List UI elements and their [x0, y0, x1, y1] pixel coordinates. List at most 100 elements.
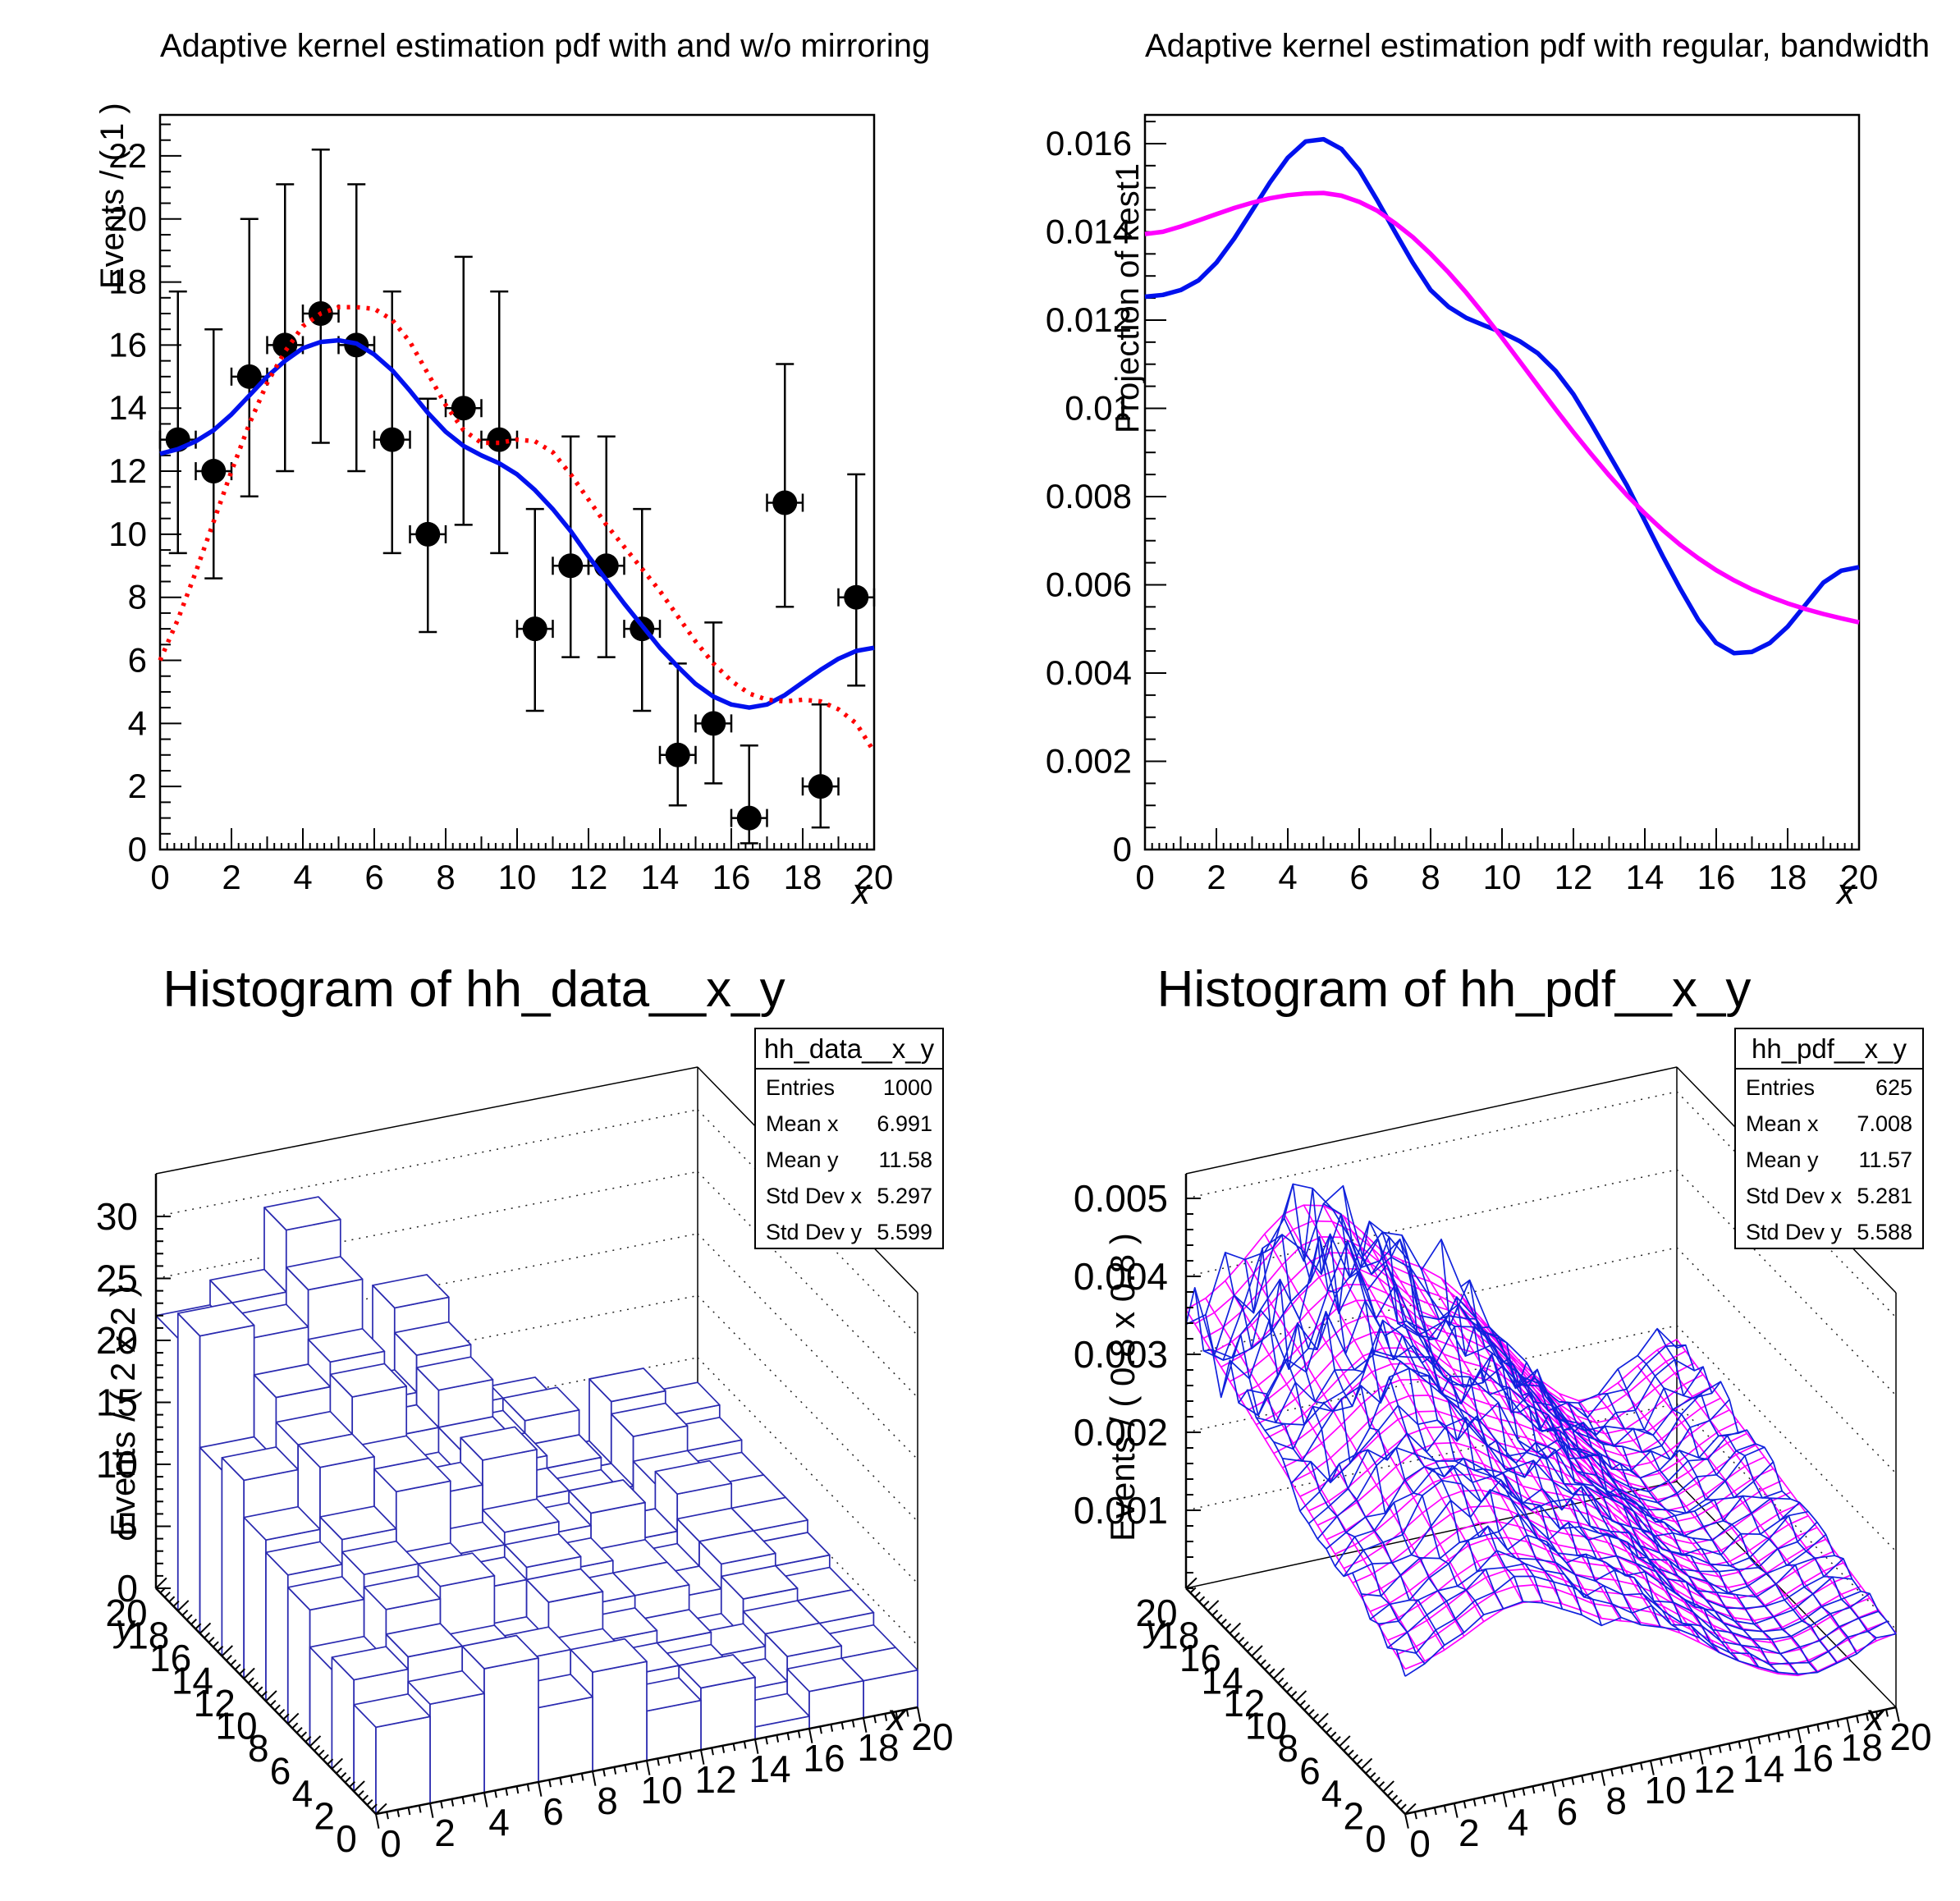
pad3-x-tick	[418, 1805, 422, 1813]
pad3-x-tick-label: 16	[803, 1737, 845, 1780]
lego-bar-top	[461, 1634, 539, 1670]
lego-bar-top	[393, 1321, 472, 1356]
pad3-y-tick	[349, 1781, 355, 1788]
pad3-x-tick	[732, 1743, 736, 1752]
pad3-y-tick	[177, 1600, 190, 1612]
pad2-y-tick-label: 0.006	[1046, 565, 1132, 603]
data-point-marker	[379, 427, 405, 452]
pad3-y-tick-label: 0	[336, 1817, 357, 1860]
lego-bar-top	[265, 1541, 343, 1576]
pad3-x-tick	[386, 1812, 389, 1820]
pad3-x-tick	[873, 1715, 877, 1724]
lego-bar-top	[297, 1433, 375, 1468]
pad4-z-tick-label: 0.004	[1074, 1255, 1168, 1298]
pad3-y-tick	[239, 1668, 245, 1675]
pad3-y-tick	[217, 1646, 224, 1652]
pad4-mesh-blue	[1404, 1601, 1897, 1677]
pad1-y-tick-label: 8	[128, 578, 147, 616]
lego-bar-top	[341, 1540, 419, 1576]
pad4-y-tick-label: 14	[1202, 1660, 1243, 1702]
pad4-z-axis-title: Events / ( 0.8 x 0.8 )	[1103, 1233, 1142, 1541]
lego-bar-face	[375, 1715, 431, 1815]
pad3-y-tick	[375, 1803, 387, 1815]
pad4-x-tick	[1669, 1756, 1673, 1764]
pad4-x-tick	[1826, 1721, 1830, 1730]
pad3-y-tick	[195, 1623, 202, 1630]
pad4-y-tick	[1386, 1790, 1394, 1797]
pad4-y-tick	[1281, 1682, 1289, 1688]
lego-bar-face	[155, 1314, 179, 1612]
lego-bar-top	[176, 1302, 255, 1337]
pad2-x-axis-title: x	[1837, 872, 1855, 912]
lego-bar-top	[482, 1498, 560, 1533]
pad3-x-tick	[678, 1754, 682, 1762]
pad3-x-tick	[559, 1777, 563, 1785]
pad4-y-tick	[1273, 1667, 1285, 1679]
pad4-y-tick	[1294, 1690, 1307, 1702]
pad4-x-tick	[1453, 1803, 1459, 1818]
pad3-x-tick-label: 14	[749, 1748, 790, 1790]
pad4-y-tick	[1242, 1641, 1249, 1648]
stats-value-std-x: 5.297	[877, 1183, 932, 1208]
pad3-wall-grid-line	[155, 1109, 698, 1217]
pad3-wall-grid-line	[697, 1233, 918, 1460]
lego-bar-face	[199, 1446, 223, 1657]
stats-label-mean-y: Mean y	[1746, 1147, 1819, 1172]
pad4-y-tick	[1229, 1622, 1242, 1634]
lego-bar-top	[307, 1327, 386, 1363]
pad4-wall-grid-line	[1676, 1169, 1897, 1396]
pad4-x-tick-label: 0	[1409, 1822, 1431, 1865]
pad3-x-tick	[905, 1709, 909, 1717]
lego-bar-top	[263, 1196, 341, 1231]
pad4-mesh-magenta	[1185, 1308, 1406, 1670]
pad2-x-tick-label: 8	[1421, 858, 1440, 896]
pad3-x-tick-label: 4	[488, 1801, 510, 1844]
pad4-x-tick	[1423, 1809, 1427, 1817]
pad4-mesh-magenta	[1263, 1233, 1485, 1623]
pad2-y-tick-label: 0.014	[1046, 212, 1132, 250]
pad2-x-tick-label: 18	[1769, 858, 1807, 896]
pad4-x-tick	[1718, 1745, 1722, 1753]
pad1-y-tick-label: 20	[108, 199, 147, 238]
pad3-box-edge	[155, 1066, 698, 1175]
pad1-y-tick-label: 12	[108, 451, 147, 490]
pad3-x-tick	[613, 1766, 617, 1775]
data-point-marker	[522, 616, 547, 642]
pad4-mesh-blue	[1460, 1279, 1681, 1631]
pad4-mesh-blue	[1656, 1328, 1877, 1638]
pad4-z-tick-label: 0.001	[1074, 1489, 1168, 1532]
pad3-x-tick	[634, 1762, 639, 1770]
pad3-x-tick	[895, 1711, 899, 1720]
pad4-x-tick	[1512, 1790, 1516, 1798]
pad2-x-tick-label: 10	[1483, 858, 1522, 896]
pad4-mesh-blue	[1369, 1525, 1862, 1633]
pad4-y-axis-title: y	[1143, 1606, 1167, 1649]
pad3-y-tick-label: 12	[194, 1682, 236, 1725]
pad3-wall-grid-line	[697, 1357, 918, 1584]
pad4-x-tick	[1413, 1812, 1417, 1820]
pad3-x-tick-label: 6	[543, 1790, 564, 1833]
pad3-stats-box: hh_data__x_y Entries 1000 Mean x 6.991 Mea…	[754, 1028, 944, 1249]
pad4-wall-grid-line	[1676, 1091, 1897, 1318]
lego-bar-top	[329, 1363, 408, 1398]
pad4-mesh-blue	[1500, 1358, 1720, 1653]
lego-bar-top	[286, 1576, 365, 1611]
stats-label-mean-x: Mean x	[1746, 1111, 1819, 1136]
pad4-mesh-magenta	[1247, 1315, 1739, 1479]
pad3-y-tick	[353, 1780, 365, 1793]
pad3-x-tick-label: 12	[694, 1758, 736, 1801]
pad4-y-tick	[1277, 1677, 1285, 1684]
pad4-y-tick	[1382, 1780, 1394, 1793]
lego-bar-top	[503, 1533, 582, 1569]
pad1-x-tick-label: 12	[570, 858, 608, 896]
pad4-x-tick	[1895, 1706, 1900, 1722]
pad4-mesh-magenta	[1303, 1204, 1524, 1603]
pad3-x-tick-label: 10	[640, 1769, 682, 1812]
pad4-mesh-blue	[1256, 1344, 1747, 1493]
pad4-box-edge	[1185, 1066, 1678, 1175]
pad3-y-tick	[278, 1709, 286, 1715]
lego-bar-top	[525, 1568, 604, 1603]
pad4-x-tick	[1738, 1741, 1742, 1749]
pad3-x-tick	[580, 1773, 584, 1781]
pad4-title: Histogram of hh_pdf__x_y	[1156, 961, 1752, 1018]
